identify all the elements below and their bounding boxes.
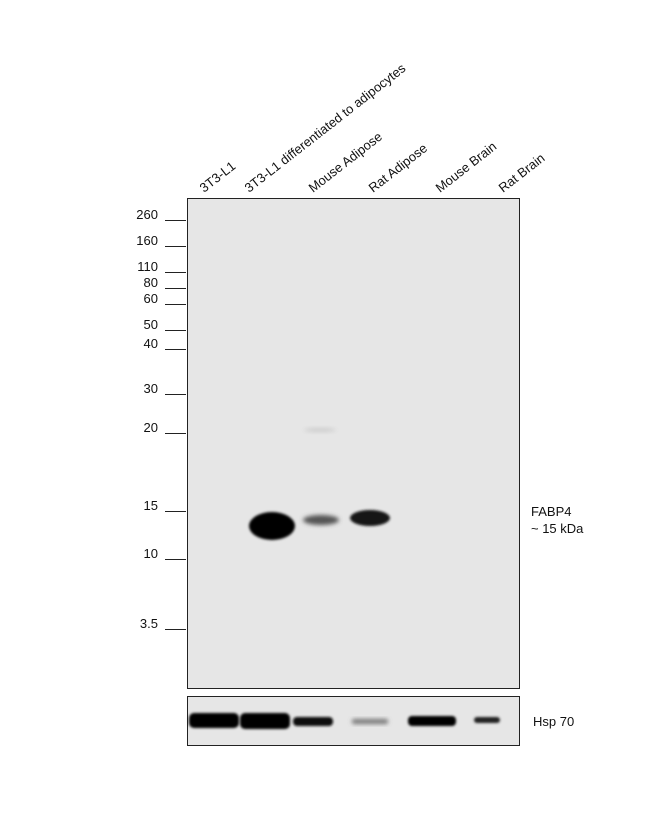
band — [240, 713, 290, 729]
size-label: ~ 15 kDa — [531, 521, 584, 536]
loading-label: Hsp 70 — [533, 714, 574, 729]
lane-label: 3T3-L1 — [197, 158, 239, 195]
marker-label: 40 — [144, 336, 158, 351]
lane-label: Mouse Brain — [433, 139, 500, 196]
marker-label: 20 — [144, 420, 158, 435]
band — [303, 515, 339, 525]
marker-label: 3.5 — [140, 616, 158, 631]
marker-label: 110 — [137, 259, 158, 274]
band — [293, 717, 333, 726]
band — [408, 716, 456, 726]
lane-label: Rat Brain — [496, 150, 548, 195]
band — [304, 428, 336, 432]
marker-label: 50 — [144, 317, 158, 332]
marker-label: 160 — [136, 233, 158, 248]
marker-label: 60 — [144, 291, 158, 306]
marker-label: 80 — [144, 275, 158, 290]
band — [474, 717, 500, 723]
marker-label: 10 — [144, 546, 158, 561]
band — [352, 719, 388, 724]
main-blot — [187, 198, 520, 689]
lane-label: Rat Adipose — [366, 140, 430, 195]
band — [350, 510, 390, 526]
marker-label: 260 — [136, 207, 158, 222]
band — [189, 713, 239, 728]
band — [249, 512, 295, 540]
marker-label: 15 — [144, 498, 158, 513]
marker-label: 30 — [144, 381, 158, 396]
target-label: FABP4 — [531, 504, 571, 519]
